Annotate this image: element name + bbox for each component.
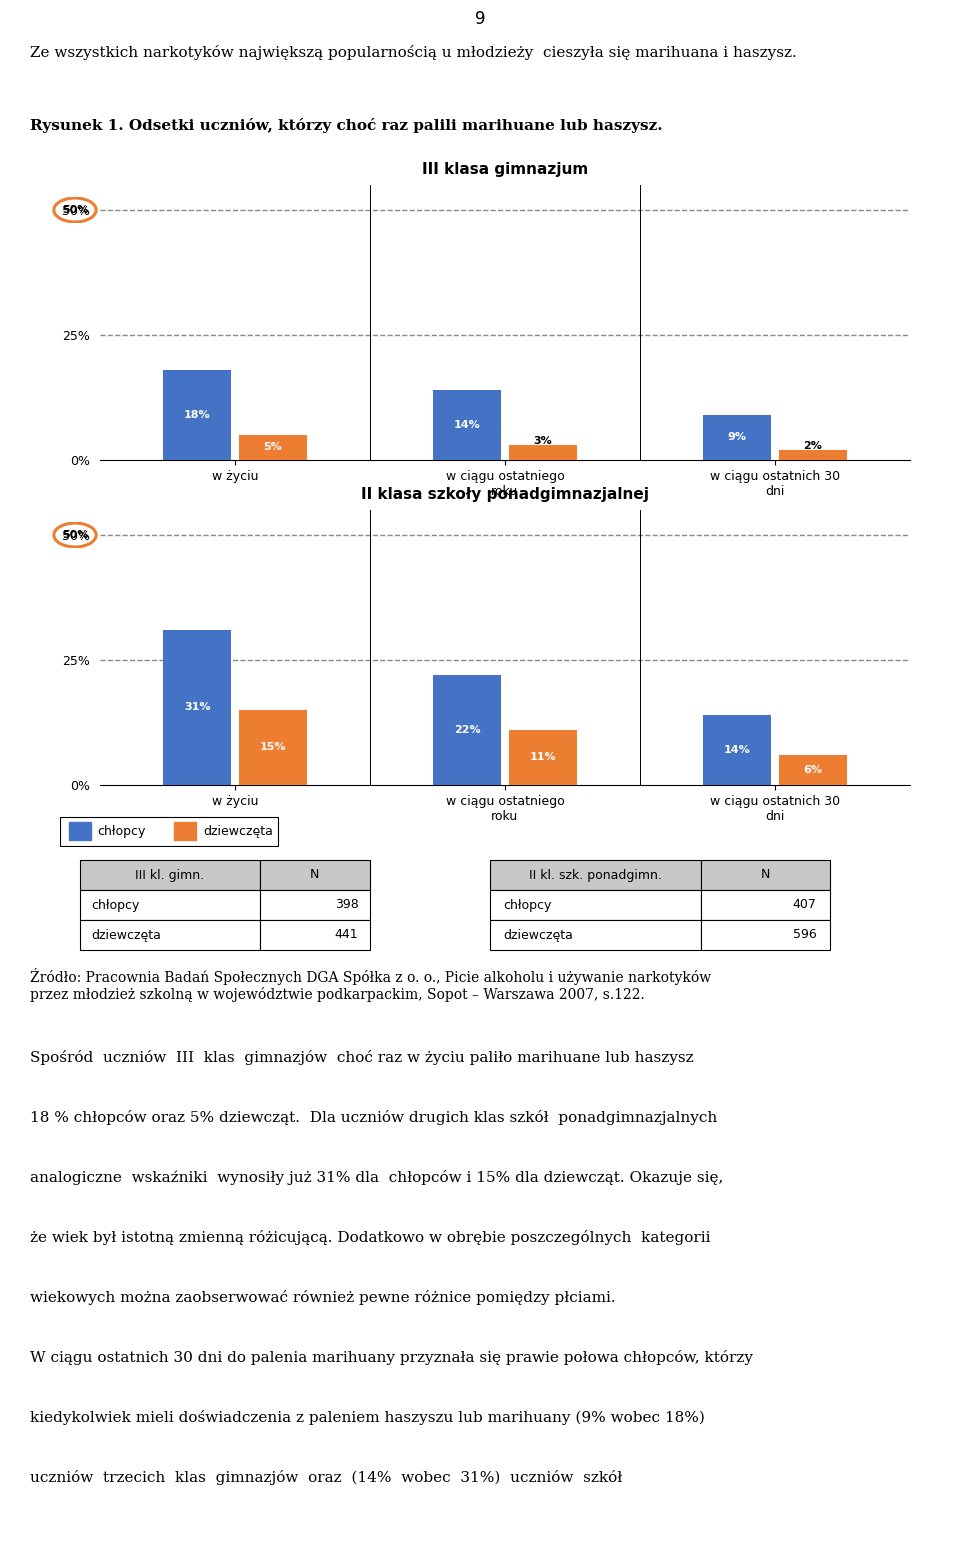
Text: 50%: 50% — [61, 529, 88, 540]
Text: 9%: 9% — [728, 432, 747, 443]
Text: 407: 407 — [793, 898, 816, 912]
Text: 2%: 2% — [804, 441, 822, 451]
Text: Spośród  uczniów  III  klas  gimnazjów  choć raz w życiu paliło marihuane lub ha: Spośród uczniów III klas gimnazjów choć … — [30, 1049, 694, 1065]
Bar — [704, 415, 771, 460]
Text: W ciągu ostatnich 30 dni do palenia marihuany przyznała się prawie połowa chłopc: W ciągu ostatnich 30 dni do palenia mari… — [30, 1350, 753, 1366]
Text: N: N — [760, 869, 770, 881]
Text: 31%: 31% — [184, 702, 210, 713]
Text: Rysunek 1. Odsetki uczniów, którzy choć raz palili marihuane lub haszysz.: Rysunek 1. Odsetki uczniów, którzy choć … — [30, 117, 662, 133]
Bar — [490, 890, 701, 920]
Bar — [490, 920, 701, 950]
Text: 50%: 50% — [61, 205, 88, 214]
Bar — [490, 859, 701, 890]
Text: 3%: 3% — [534, 437, 552, 446]
Text: III kl. gimn.: III kl. gimn. — [135, 869, 204, 881]
Text: 18%: 18% — [184, 410, 210, 420]
Text: 22%: 22% — [454, 725, 481, 734]
Title: III klasa gimnazjum: III klasa gimnazjum — [421, 162, 588, 177]
Bar — [80, 859, 260, 890]
Text: dziewczęta: dziewczęta — [504, 929, 573, 941]
Bar — [175, 822, 197, 839]
Text: dziewczęta: dziewczęta — [91, 929, 161, 941]
Text: że wiek był istotną zmienną różicującą. Dodatkowo w obrębie poszczególnych  kate: że wiek był istotną zmienną różicującą. … — [30, 1230, 710, 1245]
Bar — [434, 674, 501, 785]
Text: 596: 596 — [793, 929, 816, 941]
Text: chłopcy: chłopcy — [97, 824, 146, 838]
FancyBboxPatch shape — [60, 816, 277, 846]
Bar — [80, 890, 260, 920]
Bar — [80, 920, 260, 950]
Text: Ze wszystkich narkotyków największą popularnością u młodzieży  cieszyła się mari: Ze wszystkich narkotyków największą popu… — [30, 45, 797, 60]
Text: 11%: 11% — [530, 753, 556, 762]
Text: 15%: 15% — [259, 742, 286, 753]
Text: Źródło: Pracownia Badań Społecznych DGA Spółka z o. o., Picie alkoholu i używani: Źródło: Pracownia Badań Społecznych DGA … — [30, 967, 711, 1003]
Text: chłopcy: chłopcy — [91, 898, 140, 912]
Text: 18 % chłopców oraz 5% dziewcząt.  Dla uczniów drugich klas szkół  ponadgimnazjal: 18 % chłopców oraz 5% dziewcząt. Dla ucz… — [30, 1109, 717, 1125]
Text: II kl. szk. ponadgimn.: II kl. szk. ponadgimn. — [529, 869, 661, 881]
Bar — [163, 630, 231, 785]
Bar — [163, 370, 231, 460]
Bar — [780, 451, 847, 460]
Bar — [701, 859, 830, 890]
Text: 9: 9 — [475, 9, 485, 28]
Bar — [239, 435, 306, 460]
Text: 5%: 5% — [263, 443, 282, 452]
Text: 441: 441 — [335, 929, 358, 941]
Bar — [701, 920, 830, 950]
Text: wiekowych można zaobserwować również pewne różnice pomiędzy płciami.: wiekowych można zaobserwować również pew… — [30, 1290, 615, 1305]
Bar — [509, 444, 577, 460]
Bar — [434, 390, 501, 460]
Bar — [509, 730, 577, 785]
Text: 6%: 6% — [804, 765, 823, 775]
Bar — [239, 710, 306, 785]
Bar — [260, 890, 370, 920]
Text: kiedykolwiek mieli doświadczenia z paleniem haszyszu lub marihuany (9% wobec 18%: kiedykolwiek mieli doświadczenia z palen… — [30, 1410, 705, 1426]
Text: 14%: 14% — [454, 420, 481, 430]
Text: 14%: 14% — [724, 745, 751, 755]
Bar — [260, 920, 370, 950]
Text: uczniów  trzecich  klas  gimnazjów  oraz  (14%  wobec  31%)  uczniów  szkół: uczniów trzecich klas gimnazjów oraz (14… — [30, 1470, 622, 1484]
Text: 398: 398 — [335, 898, 358, 912]
Title: II klasa szkoły ponadgimnazjalnej: II klasa szkoły ponadgimnazjalnej — [361, 488, 649, 501]
Bar — [704, 714, 771, 785]
Text: dziewczęta: dziewczęta — [203, 824, 273, 838]
Text: chłopcy: chłopcy — [504, 898, 552, 912]
Bar — [69, 822, 91, 839]
Bar — [701, 890, 830, 920]
Text: N: N — [310, 869, 320, 881]
Text: analogiczne  wskaźniki  wynosiły już 31% dla  chłopców i 15% dla dziewcząt. Okaz: analogiczne wskaźniki wynosiły już 31% d… — [30, 1170, 724, 1185]
Bar — [780, 755, 847, 785]
Bar — [260, 859, 370, 890]
